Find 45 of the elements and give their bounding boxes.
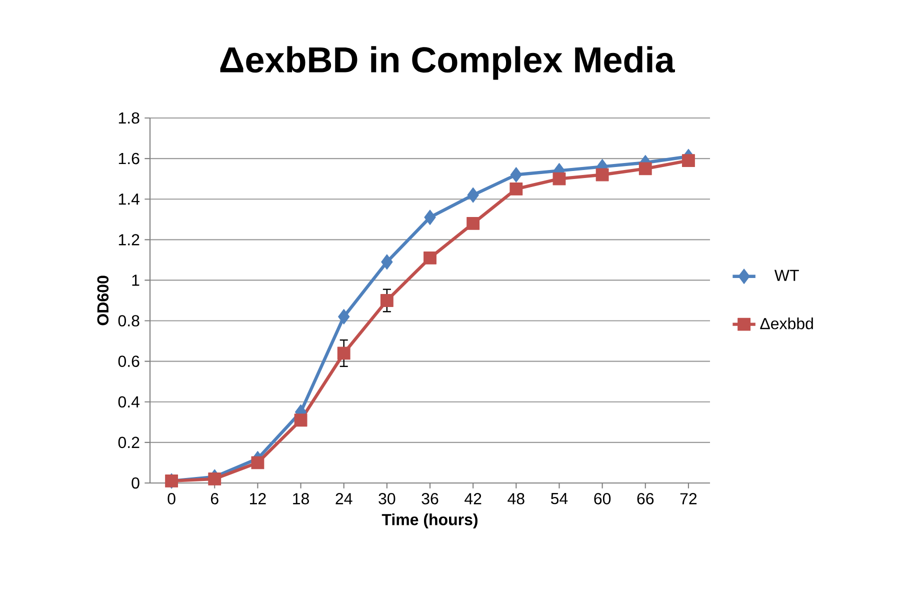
x-tick-label: 60	[594, 493, 611, 504]
x-tick-label: 6	[210, 493, 218, 504]
y-tick-label: 1.6	[118, 152, 140, 164]
x-tick-label: 42	[464, 493, 482, 504]
x-tick-label: 66	[637, 493, 654, 504]
x-tick-label: 30	[378, 493, 396, 504]
point	[208, 472, 222, 486]
y-tick-label: 0.2	[118, 436, 140, 448]
point	[467, 187, 479, 203]
point	[510, 182, 523, 196]
y-tick-label: 0	[132, 477, 140, 489]
point	[337, 346, 350, 360]
point	[381, 254, 393, 270]
point	[466, 216, 480, 230]
point	[294, 414, 308, 427]
point	[380, 294, 394, 307]
x-axis-title: Time (hours)	[382, 514, 478, 528]
x-tick-label: 18	[293, 493, 309, 504]
y-tick-label: 1.8	[118, 112, 140, 124]
point	[251, 456, 264, 470]
point	[338, 309, 350, 324]
x-tick-label: 36	[422, 493, 438, 504]
x-tick-label: 48	[508, 493, 524, 504]
y-tick-label: 1.4	[118, 194, 140, 205]
x-tick-label: 0	[168, 493, 176, 504]
legend-label: Δexbbd	[760, 318, 813, 330]
point	[638, 162, 652, 176]
y-tick-label: 1.2	[118, 234, 140, 246]
point	[682, 154, 695, 168]
y-axis-title: OD600	[97, 276, 109, 326]
y-tick-label: 0.4	[118, 396, 140, 408]
chart-title: ΔexbBD in Complex Media	[220, 46, 675, 80]
point	[424, 251, 436, 264]
y-tick-label: 1	[132, 274, 140, 286]
x-tick-label: 12	[250, 493, 266, 504]
y-tick-label: 0.6	[118, 356, 140, 367]
y-tick-label: 0.8	[118, 315, 140, 326]
point	[596, 168, 609, 182]
point	[424, 210, 436, 226]
x-tick-label: 24	[336, 493, 352, 504]
legend-label: WT	[774, 270, 799, 281]
point	[552, 172, 566, 186]
x-tick-label: 72	[680, 493, 697, 504]
point	[510, 167, 522, 182]
x-tick-label: 54	[550, 493, 568, 504]
